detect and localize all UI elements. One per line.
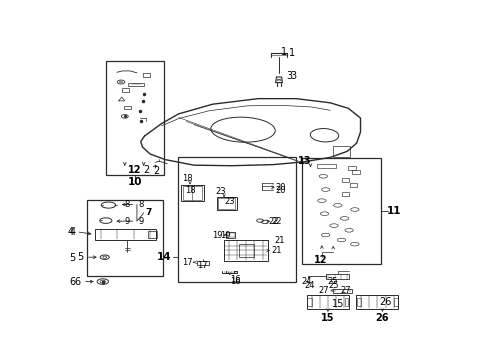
- Text: 27: 27: [340, 286, 351, 295]
- Bar: [226, 233, 234, 237]
- Bar: [344, 298, 347, 306]
- Text: 16: 16: [229, 278, 240, 287]
- Bar: [347, 166, 355, 170]
- Text: 17: 17: [181, 258, 192, 267]
- Text: 27: 27: [318, 286, 329, 295]
- Bar: [239, 244, 254, 257]
- Bar: [122, 89, 129, 92]
- Bar: [181, 185, 204, 201]
- Text: 20: 20: [275, 183, 285, 192]
- Text: 5: 5: [69, 253, 76, 263]
- Bar: [105, 61, 164, 175]
- Bar: [216, 197, 237, 210]
- Bar: [341, 178, 348, 182]
- Text: 26: 26: [375, 314, 388, 324]
- Bar: [224, 240, 267, 261]
- Text: 9: 9: [124, 217, 130, 226]
- Bar: [355, 295, 398, 309]
- Text: 1: 1: [280, 47, 286, 57]
- Text: 20: 20: [275, 186, 285, 195]
- Text: 4: 4: [67, 227, 73, 237]
- Text: 19: 19: [212, 230, 222, 239]
- Bar: [183, 186, 202, 199]
- Bar: [225, 232, 235, 238]
- Bar: [351, 170, 359, 174]
- Bar: [142, 73, 150, 77]
- Text: 18: 18: [185, 186, 196, 195]
- Text: 18: 18: [182, 174, 192, 183]
- Text: 23: 23: [215, 186, 226, 195]
- Bar: [307, 298, 311, 306]
- Text: 2: 2: [153, 166, 159, 176]
- Text: 9: 9: [139, 217, 144, 226]
- Text: 17: 17: [197, 261, 208, 270]
- Text: 16: 16: [230, 275, 241, 284]
- Text: 8: 8: [139, 200, 144, 209]
- Bar: [127, 82, 144, 86]
- Text: 24: 24: [301, 277, 312, 286]
- Bar: [316, 163, 335, 168]
- Text: 3: 3: [285, 71, 291, 81]
- Bar: [332, 288, 351, 293]
- Text: 14: 14: [157, 252, 171, 262]
- Bar: [124, 105, 131, 109]
- Bar: [306, 295, 348, 309]
- Text: 12: 12: [313, 255, 327, 265]
- Text: 21: 21: [274, 235, 284, 244]
- Text: 6: 6: [69, 277, 76, 287]
- Bar: [148, 231, 156, 238]
- Text: 21: 21: [270, 246, 281, 255]
- Bar: [95, 229, 156, 240]
- Text: 25: 25: [326, 277, 337, 286]
- Text: 19: 19: [220, 231, 230, 240]
- Text: 25: 25: [327, 281, 338, 290]
- Bar: [196, 261, 208, 265]
- Text: 10: 10: [127, 177, 142, 187]
- Text: 24: 24: [304, 281, 315, 290]
- Text: 2: 2: [143, 165, 149, 175]
- Text: 26: 26: [379, 297, 391, 307]
- Text: 23: 23: [224, 197, 235, 206]
- Text: 4: 4: [69, 227, 76, 237]
- Bar: [218, 198, 235, 209]
- Text: 7: 7: [145, 208, 151, 217]
- Text: 8: 8: [124, 200, 130, 209]
- Text: 22: 22: [270, 217, 281, 226]
- Bar: [301, 158, 381, 264]
- Text: 1: 1: [288, 48, 294, 58]
- Bar: [178, 157, 295, 282]
- Text: 15: 15: [321, 314, 334, 324]
- Text: 11: 11: [386, 206, 401, 216]
- Text: 13: 13: [297, 156, 310, 166]
- Text: 3: 3: [289, 72, 296, 81]
- Text: 15: 15: [331, 299, 344, 309]
- Bar: [326, 274, 348, 279]
- Bar: [87, 200, 163, 276]
- Bar: [341, 192, 348, 196]
- Bar: [332, 146, 349, 157]
- Text: 6: 6: [74, 276, 80, 287]
- Text: 22: 22: [268, 217, 279, 226]
- Bar: [356, 298, 361, 306]
- Bar: [349, 183, 357, 187]
- Text: 5: 5: [77, 252, 83, 262]
- Bar: [393, 298, 397, 306]
- Text: 12: 12: [128, 166, 142, 175]
